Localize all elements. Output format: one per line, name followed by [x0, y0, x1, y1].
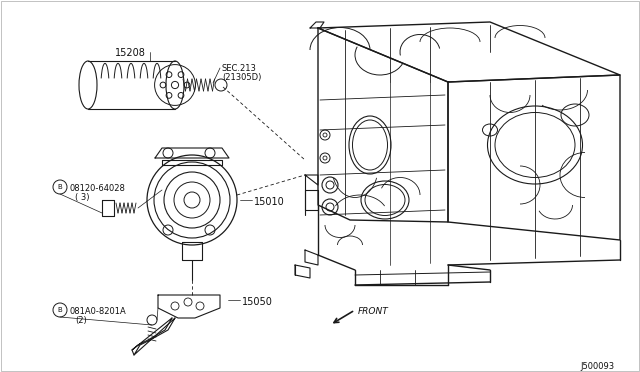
Text: 08120-64028: 08120-64028	[70, 184, 126, 193]
Text: B: B	[58, 184, 62, 190]
Text: (2): (2)	[75, 316, 87, 325]
Text: B: B	[58, 307, 62, 313]
Text: 15050: 15050	[242, 297, 273, 307]
Text: (21305D): (21305D)	[222, 73, 261, 82]
Text: 15208: 15208	[115, 48, 145, 58]
Text: J500093: J500093	[580, 362, 614, 371]
Text: 15010: 15010	[254, 197, 285, 207]
Text: ( 3): ( 3)	[75, 193, 90, 202]
Text: 081A0-8201A: 081A0-8201A	[70, 307, 127, 316]
Text: FRONT: FRONT	[358, 307, 388, 316]
Text: SEC.213: SEC.213	[222, 64, 257, 73]
